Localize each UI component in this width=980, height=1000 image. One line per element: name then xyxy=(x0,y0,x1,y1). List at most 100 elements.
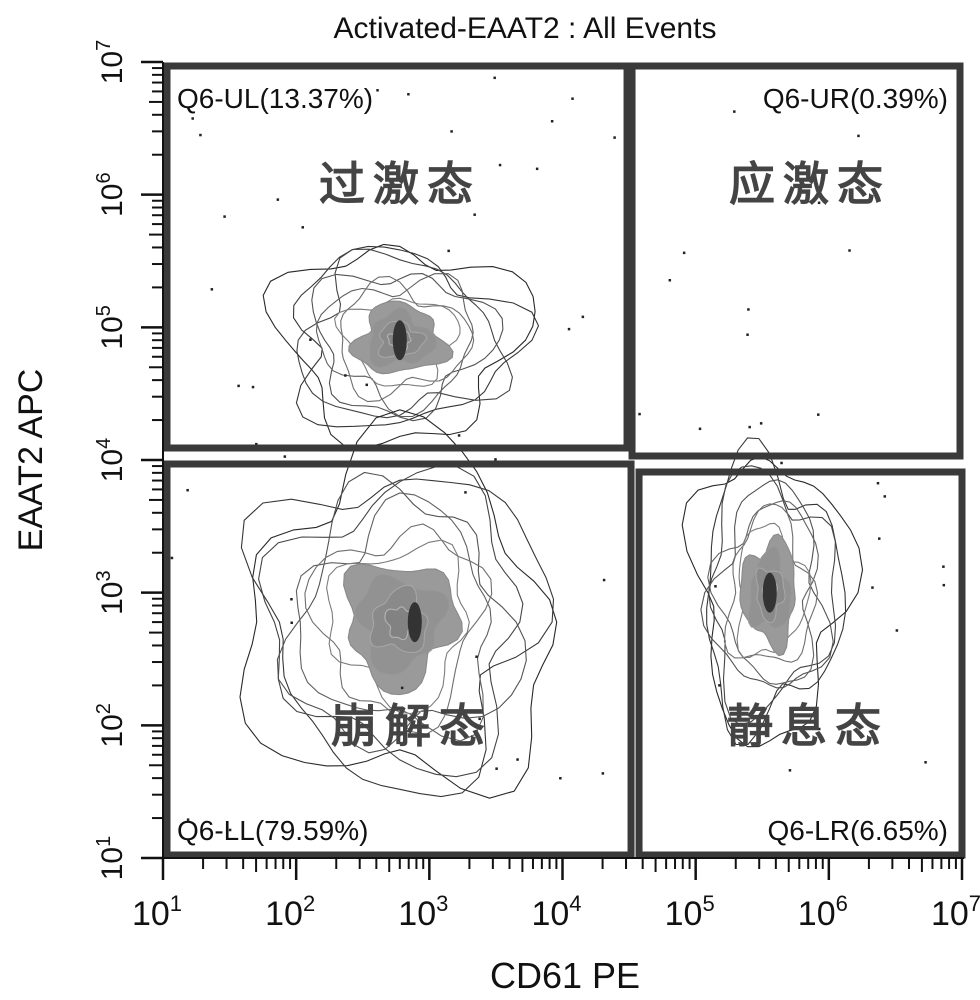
tick-exponent: 5 xyxy=(93,305,115,316)
tick-exponent: 7 xyxy=(93,40,115,51)
contour-line-ul xyxy=(315,273,474,418)
event-dot xyxy=(475,655,478,658)
x-tick-label: 101 xyxy=(132,891,182,933)
contour-line-ul xyxy=(296,248,513,419)
event-dot xyxy=(199,133,202,137)
gate-ul xyxy=(163,62,631,452)
y-axis-label: EAAT2 APC xyxy=(12,369,50,552)
event-dot xyxy=(186,488,189,492)
event-dot xyxy=(344,374,347,377)
event-dot xyxy=(170,556,174,560)
contour-line-ll xyxy=(295,492,492,742)
gate-lr xyxy=(635,468,966,859)
tick-base: 10 xyxy=(96,449,129,482)
event-dot xyxy=(638,412,641,416)
tick-exponent: 5 xyxy=(702,891,714,916)
contours xyxy=(170,76,946,832)
event-dot xyxy=(817,413,820,416)
event-dot xyxy=(407,93,410,96)
contour-line-lr xyxy=(723,503,819,663)
event-dot xyxy=(535,167,539,171)
contour-line-lr xyxy=(700,479,834,689)
event-dot xyxy=(498,163,502,167)
event-dot xyxy=(718,684,721,687)
tick-base: 10 xyxy=(96,847,129,880)
event-dot xyxy=(942,583,946,587)
quadrant-state-ul: 过激态 xyxy=(319,158,481,210)
contour-line-ll xyxy=(276,471,527,754)
event-dot xyxy=(457,434,461,437)
quadrant-state-lr: 静息态 xyxy=(727,700,889,752)
contour-line-ul xyxy=(334,297,461,387)
event-dot xyxy=(848,249,851,252)
event-dot xyxy=(228,828,232,832)
event-dot xyxy=(276,198,280,201)
y-tick-label: 102 xyxy=(93,703,129,748)
x-tick-label: 104 xyxy=(531,891,581,933)
density-peak xyxy=(762,572,777,613)
contour-line-lr xyxy=(708,465,837,726)
gate-ll xyxy=(163,460,635,859)
axes: 101 102 103 104 105 106 1071011021031041051061… xyxy=(93,40,980,933)
tick-base: 10 xyxy=(265,895,303,933)
x-tick-label: 106 xyxy=(798,891,848,933)
event-dot xyxy=(733,110,736,113)
x-tick-label: 105 xyxy=(665,891,715,933)
contour-line-ul xyxy=(262,243,536,449)
event-dot xyxy=(567,327,571,331)
contour-line-lr xyxy=(707,500,819,685)
gate-ur xyxy=(628,62,964,460)
event-dot xyxy=(550,119,554,123)
event-dot xyxy=(210,288,214,291)
chart-title: Activated-EAAT2 : All Events xyxy=(334,12,717,45)
tick-base: 10 xyxy=(96,184,129,217)
event-dot xyxy=(191,117,194,120)
event-dot xyxy=(493,76,496,80)
event-dot xyxy=(447,249,450,253)
event-dot xyxy=(759,422,763,425)
contour-line-ul xyxy=(340,275,475,403)
quadrant-label-lr: Q6-LR(6.65%) xyxy=(767,815,948,846)
event-dot xyxy=(255,442,258,446)
event-dot xyxy=(942,565,945,568)
tick-base: 10 xyxy=(132,895,170,933)
contour-line-ul xyxy=(292,245,540,428)
tick-exponent: 6 xyxy=(836,891,848,916)
contour-line-ul xyxy=(311,273,504,422)
tick-exponent: 1 xyxy=(170,891,182,916)
contour-line-ll xyxy=(258,465,524,778)
event-dot xyxy=(290,621,293,625)
x-tick-label: 107 xyxy=(931,891,980,933)
event-dot xyxy=(877,537,881,540)
tick-exponent: 1 xyxy=(93,836,115,847)
event-dot xyxy=(746,333,749,336)
event-dot xyxy=(290,597,293,601)
event-dot xyxy=(698,427,702,431)
y-tick-label: 106 xyxy=(93,172,129,217)
contour-line-ll xyxy=(240,478,555,798)
event-dot xyxy=(495,767,498,770)
y-tick-label: 103 xyxy=(93,570,129,615)
event-dot xyxy=(747,308,750,311)
event-dot xyxy=(876,481,880,485)
tick-exponent: 2 xyxy=(93,703,115,714)
event-dot xyxy=(223,215,226,218)
quadrant-state-ll: 崩解态 xyxy=(331,700,493,752)
event-dot xyxy=(668,278,672,282)
event-dot xyxy=(871,586,874,589)
event-dot xyxy=(309,338,312,341)
event-dot xyxy=(450,130,453,133)
event-dot xyxy=(682,251,686,255)
tick-exponent: 2 xyxy=(303,891,315,916)
event-dot xyxy=(581,315,585,319)
event-dot xyxy=(473,213,476,216)
event-dot xyxy=(602,578,606,582)
contour-line-ll xyxy=(326,539,470,715)
density-peak xyxy=(392,320,407,361)
event-dot xyxy=(817,201,821,205)
event-dot xyxy=(601,772,605,775)
quadrant-label-ul: Q6-UL(13.37%) xyxy=(177,83,373,114)
event-dot xyxy=(857,134,860,138)
